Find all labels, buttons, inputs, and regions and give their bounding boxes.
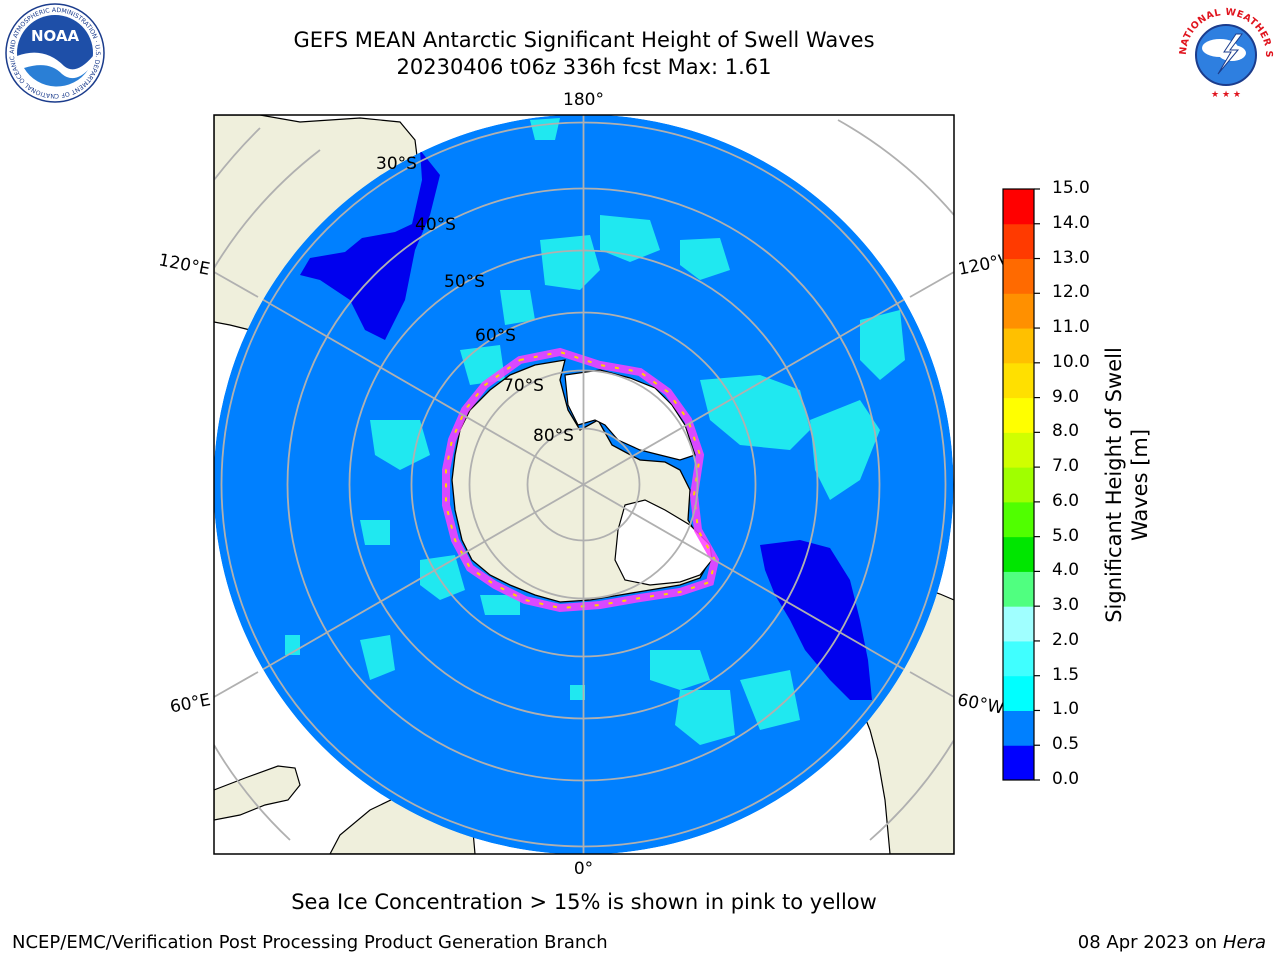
- lon-label-180: 180°: [563, 90, 604, 110]
- colorbar-segment: [1003, 745, 1034, 781]
- colorbar-segment: [1003, 432, 1034, 468]
- chart-title: GEFS MEAN Antarctic Significant Height o…: [293, 28, 875, 52]
- colorbar-tick-label: 3.0: [1052, 595, 1080, 616]
- lon-label-0: 0°: [574, 859, 593, 879]
- colorbar-tick-label: 8.0: [1052, 421, 1080, 442]
- lat-label-60s: 60°S: [475, 326, 516, 346]
- colorbar-tick-label: 1.0: [1052, 699, 1080, 720]
- footer-machine: Hera: [1222, 932, 1266, 953]
- colorbar-segment: [1003, 397, 1034, 433]
- colorbar-tick-label: 13.0: [1052, 247, 1090, 268]
- lat-label-50s: 50°S: [444, 272, 485, 292]
- noaa-logo: NATIONAL OCEANIC AND ATMOSPHERIC ADMINIS…: [4, 0, 105, 103]
- colorbar-tick-label: 4.0: [1052, 560, 1080, 581]
- colorbar-tick-label: 1.5: [1052, 664, 1080, 685]
- colorbar-segment: [1003, 258, 1034, 294]
- colorbar-tick-label: 5.0: [1052, 525, 1080, 546]
- lat-label-30s: 30°S: [376, 154, 417, 174]
- colorbar-segment: [1003, 293, 1034, 329]
- colorbar-segment: [1003, 467, 1034, 503]
- noaa-logo-text: NOAA: [31, 27, 80, 45]
- lon-label-120e: 120°E: [157, 250, 212, 279]
- colorbar-tick-label: 6.0: [1052, 490, 1080, 511]
- colorbar-tick-label: 11.0: [1052, 317, 1090, 338]
- lon-label-60w: 60°W: [956, 690, 1006, 719]
- lat-label-40s: 40°S: [415, 215, 456, 235]
- swell-patches: [285, 118, 905, 745]
- colorbar-tick-label: 2.0: [1052, 629, 1080, 650]
- nws-logo: NATIONAL WEATHER SERVICE ★ ★ ★: [1174, 0, 1276, 102]
- colorbar-segment: [1003, 189, 1034, 225]
- sea-ice-note: Sea Ice Concentration > 15% is shown in …: [291, 890, 877, 914]
- colorbar-segment: [1003, 606, 1034, 642]
- continent-antarctica: [451, 359, 713, 603]
- colorbar-tick-label: 0.5: [1052, 734, 1080, 755]
- footer-credit: NCEP/EMC/Verification Post Processing Pr…: [12, 932, 608, 953]
- lat-label-80s: 80°S: [533, 426, 574, 446]
- polar-disc: [214, 115, 954, 854]
- sea-ice-rim: [442, 347, 720, 613]
- colorbar-segment: [1003, 710, 1034, 746]
- colorbar-segment: [1003, 328, 1034, 364]
- colorbar-segment: [1003, 571, 1034, 607]
- lat-label-70s: 70°S: [503, 376, 544, 396]
- footer-date: 08 Apr 2023 on Hera: [1077, 932, 1266, 953]
- colorbar-tick-label: 0.0: [1052, 769, 1080, 789]
- colorbar-frame: [1002, 188, 1035, 781]
- lon-label-60e: 60°E: [168, 690, 212, 717]
- colorbar-segment: [1003, 675, 1034, 711]
- colorbar-tick-label: 7.0: [1052, 456, 1080, 477]
- colorbar-segment: [1003, 536, 1034, 572]
- map-frame: [213, 114, 955, 855]
- colorbar-tick-label: 15.0: [1052, 178, 1090, 198]
- colorbar-segment: [1003, 223, 1034, 260]
- chart-subtitle: 20230406 t06z 336h fcst Max: 1.61: [396, 55, 772, 79]
- colorbar: [1003, 188, 1040, 781]
- graticule: [214, 115, 954, 854]
- colorbar-segment: [1003, 501, 1034, 538]
- colorbar-segment: [1003, 640, 1034, 677]
- colorbar-tick-label: 14.0: [1052, 212, 1090, 233]
- colorbar-tick-label: 10.0: [1052, 351, 1090, 372]
- colorbar-label: Significant Height of Swell Waves [m]: [1102, 347, 1152, 623]
- colorbar-tick-label: 12.0: [1052, 282, 1090, 303]
- colorbar-tick-label: 9.0: [1052, 386, 1080, 407]
- svg-text:★ ★ ★: ★ ★ ★: [1211, 90, 1241, 100]
- colorbar-segment: [1003, 362, 1034, 399]
